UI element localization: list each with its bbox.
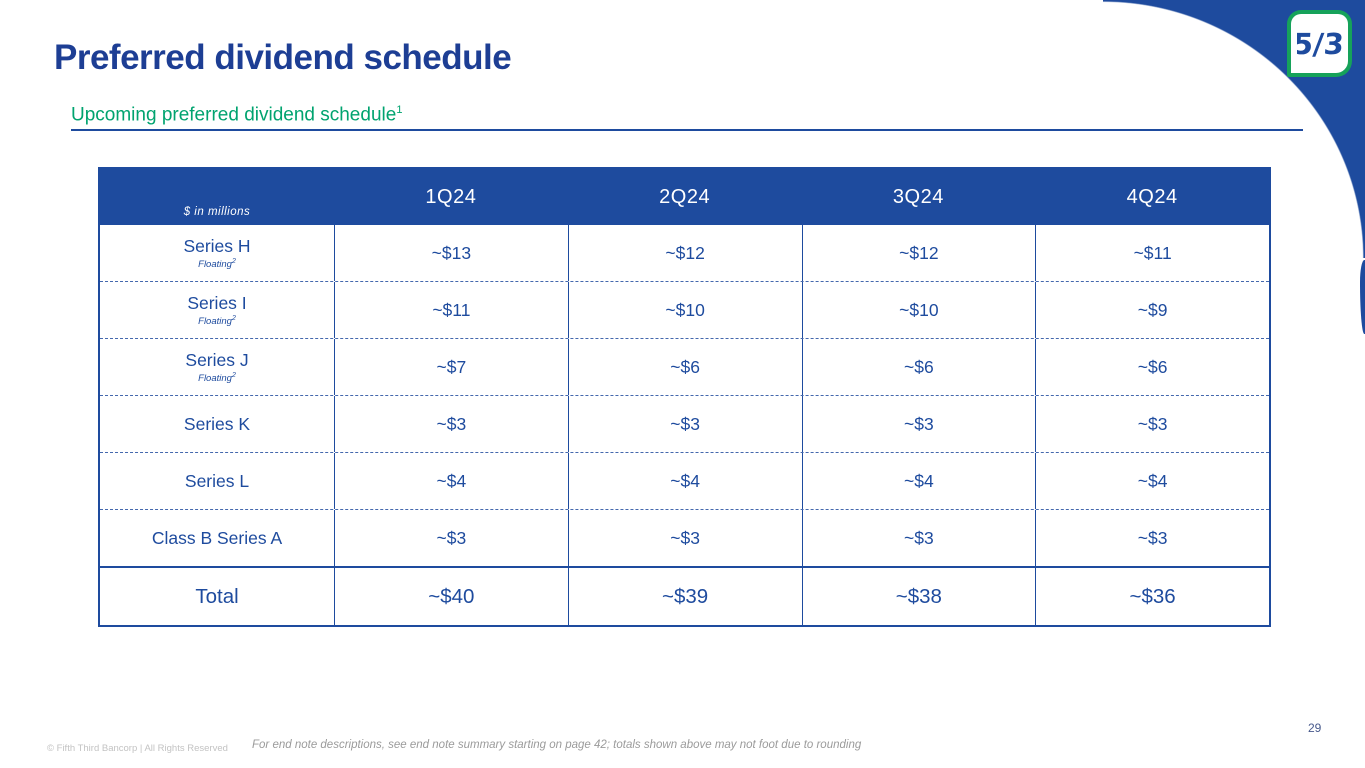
cell-value: ~$12 xyxy=(801,225,1036,281)
svg-text:5/3: 5/3 xyxy=(1297,27,1343,61)
row-label: Series L xyxy=(184,470,250,491)
column-header-3q24: 3Q24 xyxy=(892,185,944,208)
cell-value: ~$11 xyxy=(334,282,568,338)
cell-value: ~$3 xyxy=(801,510,1036,566)
corner-arc-sliver xyxy=(1360,260,1365,334)
row-label: Class B Series A xyxy=(151,527,283,548)
cell-value: ~$13 xyxy=(334,225,568,281)
page-number: 29 xyxy=(1308,721,1322,735)
table-header-row: $ in millions 1Q24 2Q24 3Q24 4Q24 xyxy=(100,169,1269,225)
table-row: Series I Floating2 ~$11 ~$10 ~$10 ~$9 xyxy=(100,281,1269,338)
cell-value: ~$6 xyxy=(567,339,802,395)
dividend-schedule-table: $ in millions 1Q24 2Q24 3Q24 4Q24 Series… xyxy=(98,167,1271,627)
row-note: Floating2 xyxy=(198,257,236,271)
page-title: Preferred dividend schedule xyxy=(54,38,512,77)
column-header-2q24: 2Q24 xyxy=(659,185,711,208)
column-header-4q24: 4Q24 xyxy=(1126,185,1178,208)
cell-value: ~$3 xyxy=(1035,510,1269,566)
total-value: ~$40 xyxy=(334,568,568,625)
table-row: Series H Floating2 ~$13 ~$12 ~$12 ~$11 xyxy=(100,225,1269,281)
cell-value: ~$6 xyxy=(801,339,1036,395)
subtitle-footnote-marker: 1 xyxy=(396,104,403,116)
table-total-row: Total ~$40 ~$39 ~$38 ~$36 xyxy=(100,566,1269,625)
row-label: Series H Floating2 xyxy=(183,235,251,271)
cell-value: ~$11 xyxy=(1035,225,1269,281)
row-note: Floating2 xyxy=(198,371,236,385)
unit-label: $ in millions xyxy=(183,206,251,218)
row-label: Series K xyxy=(183,413,251,434)
cell-value: ~$4 xyxy=(1035,453,1269,509)
table-row: Class B Series A ~$3 ~$3 ~$3 ~$3 xyxy=(100,509,1269,566)
cell-value: ~$4 xyxy=(801,453,1036,509)
subtitle-text: Upcoming preferred dividend schedule xyxy=(71,104,397,126)
subtitle-underline xyxy=(71,129,1303,131)
fifth-third-53-icon: 5/3 xyxy=(1297,27,1343,61)
row-label: Series J Floating2 xyxy=(185,349,249,385)
cell-value: ~$12 xyxy=(567,225,802,281)
row-label: Series I Floating2 xyxy=(187,292,247,328)
cell-value: ~$3 xyxy=(1035,396,1269,452)
cell-value: ~$3 xyxy=(567,510,802,566)
cell-value: ~$9 xyxy=(1035,282,1269,338)
total-value: ~$36 xyxy=(1035,568,1269,625)
cell-value: ~$3 xyxy=(334,510,568,566)
cell-value: ~$3 xyxy=(801,396,1036,452)
total-value: ~$38 xyxy=(801,568,1036,625)
cell-value: ~$10 xyxy=(801,282,1036,338)
cell-value: ~$4 xyxy=(334,453,568,509)
fifth-third-logo: 5/3 xyxy=(1287,10,1352,77)
table-row: Series J Floating2 ~$7 ~$6 ~$6 ~$6 xyxy=(100,338,1269,395)
cell-value: ~$7 xyxy=(334,339,568,395)
table-row: Series K ~$3 ~$3 ~$3 ~$3 xyxy=(100,395,1269,452)
table-row: Series L ~$4 ~$4 ~$4 ~$4 xyxy=(100,452,1269,509)
section-subtitle: Upcoming preferred dividend schedule1 xyxy=(71,104,402,126)
cell-value: ~$6 xyxy=(1035,339,1269,395)
cell-value: ~$10 xyxy=(567,282,802,338)
total-label: Total xyxy=(195,584,239,608)
cell-value: ~$3 xyxy=(567,396,802,452)
endnote-text: For end note descriptions, see end note … xyxy=(252,739,862,751)
copyright-text: © Fifth Third Bancorp | All Rights Reser… xyxy=(47,743,228,754)
row-note: Floating2 xyxy=(198,314,236,328)
cell-value: ~$4 xyxy=(567,453,802,509)
column-header-1q24: 1Q24 xyxy=(425,185,477,208)
cell-value: ~$3 xyxy=(334,396,568,452)
total-value: ~$39 xyxy=(567,568,802,625)
